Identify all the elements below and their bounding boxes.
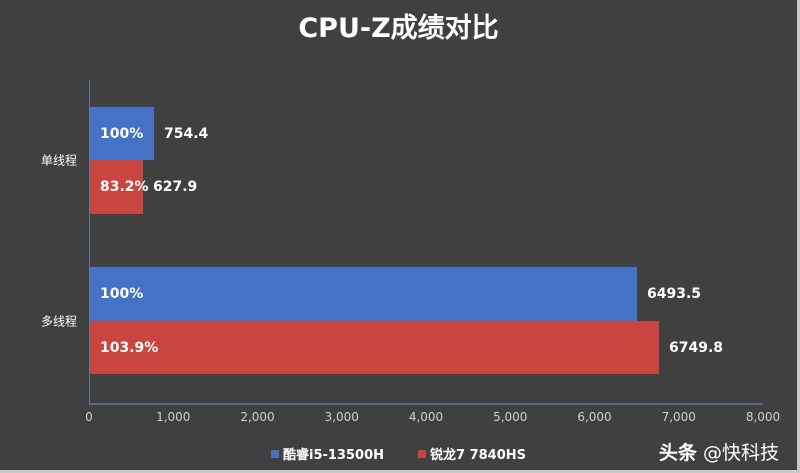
- bar: 103.9%: [90, 321, 659, 374]
- category-label: 单线程: [40, 153, 77, 168]
- bar-percent-label: 83.2%: [100, 179, 149, 195]
- x-tick-label: 6,000: [577, 410, 612, 424]
- y-axis-line: [89, 80, 90, 404]
- bar-percent-label: 100%: [100, 125, 144, 142]
- bar-percent-label: 103.9%: [100, 339, 159, 356]
- x-axis-line: [89, 403, 763, 405]
- legend-swatch-intel: [270, 449, 279, 458]
- legend-label-intel: 酷睿i5-13500H: [282, 448, 384, 463]
- bar: 83.2%: [90, 160, 149, 214]
- watermark-handle: @快科技: [702, 442, 779, 464]
- legend-item-intel: 酷睿i5-13500H: [270, 444, 384, 463]
- x-tick-label: 5,000: [493, 410, 528, 424]
- x-tick-label: 8,000: [745, 410, 781, 424]
- watermark-prefix: 头条: [658, 442, 697, 464]
- bar: 100%: [90, 267, 637, 321]
- bar-value-label: 754.4: [164, 125, 209, 142]
- x-tick-label: 7,000: [661, 410, 696, 424]
- bar-value-label: 627.9: [153, 179, 198, 195]
- x-tick-label: 4,000: [408, 410, 444, 424]
- bar-value-label: 6749.8: [669, 339, 724, 356]
- x-tick-label: 1,000: [156, 410, 191, 424]
- legend-item-amd: 锐龙7 7840HS: [418, 444, 526, 463]
- bar-percent-label: 100%: [100, 286, 144, 302]
- chart-title: CPU-Z成绩对比: [298, 13, 499, 44]
- bar-value-label: 6493.5: [647, 286, 702, 302]
- x-tick-label: 3,000: [324, 410, 359, 424]
- x-tick-label: 2,000: [240, 410, 275, 424]
- legend-swatch-amd: [418, 449, 426, 458]
- category-label: 多线程: [40, 314, 77, 329]
- watermark: 头条 @快科技: [659, 438, 779, 465]
- legend-label-amd: 锐龙7 7840HS: [430, 448, 526, 463]
- x-tick-label: 0: [85, 410, 93, 424]
- legend: 酷睿i5-13500H 锐龙7 7840HS: [0, 444, 797, 463]
- bar: 100%: [90, 107, 154, 160]
